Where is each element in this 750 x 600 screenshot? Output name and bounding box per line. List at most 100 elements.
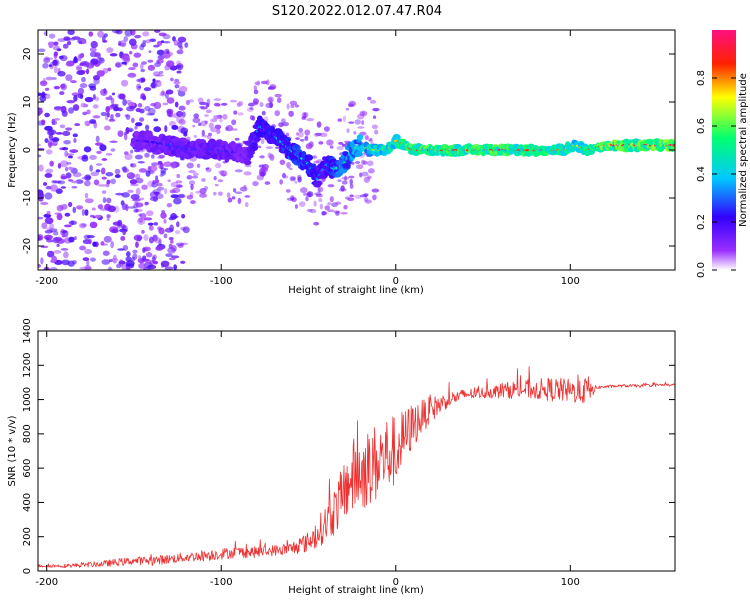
spectrogram-noise-cell — [84, 198, 94, 204]
spectrogram-amplitude-layer — [38, 30, 675, 270]
spectrogram-noise-cell — [299, 138, 305, 142]
spectrogram-noise-cell — [79, 266, 89, 270]
spectrogram-noise-cell — [198, 101, 207, 106]
spectrogram-noise-cell — [227, 197, 233, 203]
spectrogram-noise-cell — [71, 185, 78, 189]
spectrogram-noise-cell — [359, 194, 368, 198]
spectrogram-noise-cell — [136, 79, 141, 83]
spectrogram-noise-cell — [134, 201, 139, 206]
spectrogram-noise-cell — [80, 223, 87, 227]
spectrogram-noise-cell — [72, 259, 77, 265]
spectrogram-noise-cell — [204, 114, 209, 117]
spectrogram-noise-cell — [46, 210, 51, 215]
spectrogram-y-tick-label: -20 — [22, 238, 33, 254]
spectrogram-noise-cell — [63, 140, 71, 145]
spectrogram-noise-cell — [86, 175, 92, 180]
spectrogram-noise-cell — [188, 180, 196, 186]
spectrogram-noise-cell — [48, 141, 52, 149]
spectrogram-noise-cell — [142, 255, 147, 260]
spectrogram-noise-cell — [38, 235, 42, 241]
spectrogram-noise-cell — [349, 183, 354, 189]
spectrogram-noise-cell — [118, 259, 124, 267]
spectrogram-noise-cell — [317, 186, 321, 194]
snr-x-ticks: -200 -100 0 100 — [35, 331, 580, 588]
spectrogram-noise-cell — [85, 68, 90, 75]
spectrogram-noise-cell — [64, 150, 69, 158]
spectrogram-noise-cell — [158, 154, 165, 159]
spectrogram-noise-cell — [68, 107, 75, 114]
spectrogram-noise-cell — [128, 101, 136, 108]
spectrogram-noise-cell — [115, 192, 124, 196]
snr-y-tick-label: 1000 — [22, 387, 33, 412]
spectrogram-noise-cell — [38, 107, 43, 115]
spectrogram-noise-cell — [111, 103, 119, 107]
spectrogram-noise-cell — [65, 62, 74, 67]
spectrogram-noise-cell — [329, 196, 334, 203]
spectrogram-noise-cell — [125, 260, 135, 267]
spectrogram-noise-cell — [104, 113, 109, 121]
spectrogram-noise-cell — [234, 191, 243, 195]
spectrogram-noise-cell — [52, 77, 57, 80]
snr-line-layer — [38, 366, 675, 569]
spectrogram-noise-cell — [178, 105, 186, 111]
spectrogram-noise-cell — [117, 248, 125, 251]
spectrogram-noise-cell — [144, 105, 151, 112]
spectrogram-noise-cell — [133, 209, 139, 213]
spectrogram-noise-cell — [180, 260, 186, 264]
spectrogram-noise-cell — [50, 139, 57, 142]
spectrogram-noise-cell — [285, 132, 290, 137]
spectrogram-noise-cell — [74, 123, 81, 127]
spectrogram-noise-cell — [155, 245, 164, 251]
spectrogram-noise-cell — [156, 186, 165, 191]
spectrogram-noise-cell — [170, 194, 179, 199]
spectrogram-noise-cell — [206, 135, 212, 140]
spectrogram-noise-cell — [81, 208, 86, 217]
spectrogram-noise-cell — [46, 149, 53, 155]
spectrogram-noise-cell — [318, 141, 324, 145]
spectrogram-noise-cell — [128, 38, 137, 46]
spectrogram-noise-cell — [149, 82, 158, 89]
spectrogram-noise-cell — [38, 154, 42, 158]
spectrogram-noise-cell — [174, 101, 179, 108]
spectrogram-noise-cell — [174, 229, 181, 235]
spectrogram-noise-cell — [163, 161, 173, 167]
spectrogram-noise-cell — [105, 153, 113, 156]
spectrogram-noise-cell — [146, 210, 154, 217]
spectrogram-noise-cell — [148, 50, 152, 54]
spectrogram-noise-cell — [133, 52, 142, 58]
spectrogram-ridge-cell — [178, 137, 187, 143]
spectrogram-noise-cell — [264, 181, 271, 185]
spectrogram-noise-cell — [43, 213, 52, 218]
spectrogram-noise-cell — [114, 174, 121, 179]
spectrogram-noise-cell — [76, 205, 84, 210]
snr-y-tick-label: 600 — [22, 459, 33, 478]
spectrogram-y-tick-label: 20 — [22, 48, 33, 61]
spectrogram-noise-cell — [178, 118, 186, 125]
spectrogram-noise-cell — [173, 39, 179, 46]
spectrogram-noise-cell — [138, 262, 146, 270]
spectrogram-noise-cell — [166, 202, 173, 208]
spectrogram-noise-cell — [51, 118, 56, 126]
spectrogram-noise-cell — [60, 83, 66, 89]
spectrogram-noise-cell — [78, 40, 82, 44]
spectrogram-noise-cell — [231, 196, 236, 200]
spectrogram-noise-cell — [162, 40, 171, 44]
spectrogram-noise-cell — [154, 30, 161, 33]
spectrogram-noise-cell — [326, 139, 334, 146]
spectrogram-noise-cell — [148, 236, 154, 244]
spectrogram-noise-cell — [141, 184, 148, 190]
spectrogram-noise-cell — [276, 97, 282, 104]
spectrogram-noise-cell — [122, 229, 127, 236]
spectrogram-noise-cell — [42, 77, 46, 84]
spectrogram-noise-cell — [134, 34, 142, 39]
spectrogram-noise-cell — [152, 78, 156, 83]
spectrogram-noise-cell — [54, 107, 63, 112]
spectrogram-noise-cell — [143, 234, 149, 241]
spectrogram-noise-cell — [177, 41, 183, 48]
spectrogram-noise-cell — [137, 160, 145, 164]
spectrogram-noise-cell — [206, 98, 211, 105]
spectrogram-noise-cell — [372, 115, 377, 119]
spectrogram-noise-cell — [93, 121, 98, 129]
